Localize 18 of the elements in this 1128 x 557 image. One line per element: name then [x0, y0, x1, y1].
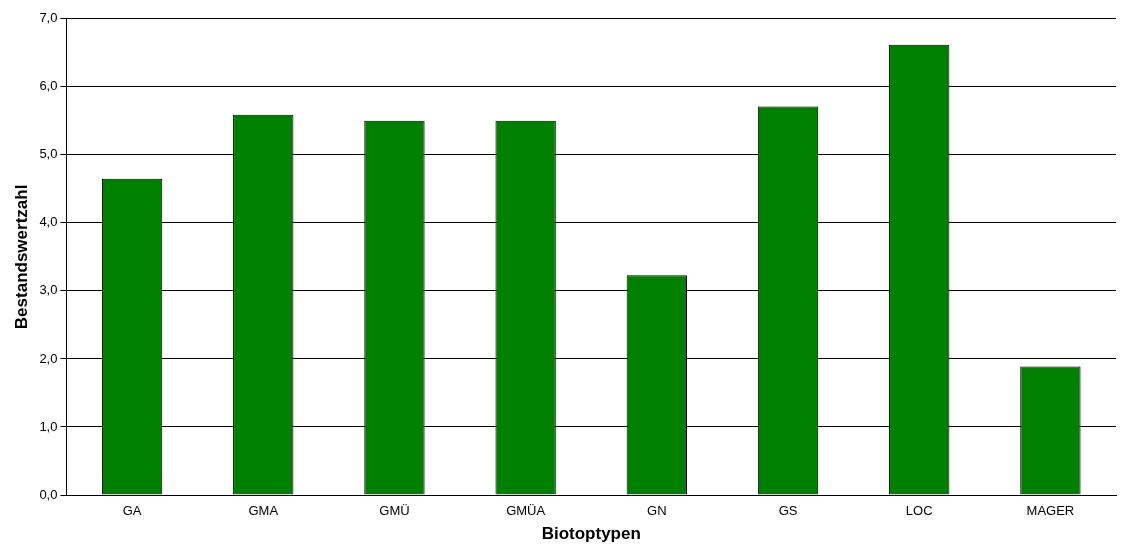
x-tick-label: GMÜ — [379, 503, 410, 519]
x-axis-title: Biotoptypen — [541, 524, 641, 544]
x-tick-label: GN — [647, 503, 667, 519]
y-tick-label: 0,0 — [39, 486, 58, 502]
y-tick-label: 2,0 — [39, 350, 58, 366]
y-tick-label: 1,0 — [39, 418, 58, 434]
y-axis-title: Bestandswertzahl — [11, 184, 31, 330]
x-tick-label: GA — [122, 503, 142, 519]
x-tick-label: GMA — [248, 503, 279, 519]
y-tick-label: 4,0 — [39, 214, 58, 230]
x-tick-label: MAGER — [1026, 503, 1075, 519]
y-tick-label: 3,0 — [39, 282, 58, 298]
y-tick-label: 6,0 — [39, 78, 58, 94]
x-tick-label: LOC — [905, 503, 933, 519]
y-tick-label: 7,0 — [39, 10, 58, 26]
x-tick-label: GS — [778, 503, 798, 519]
x-tick-label: GMÜA — [506, 503, 546, 519]
y-tick-label: 5,0 — [39, 146, 58, 162]
